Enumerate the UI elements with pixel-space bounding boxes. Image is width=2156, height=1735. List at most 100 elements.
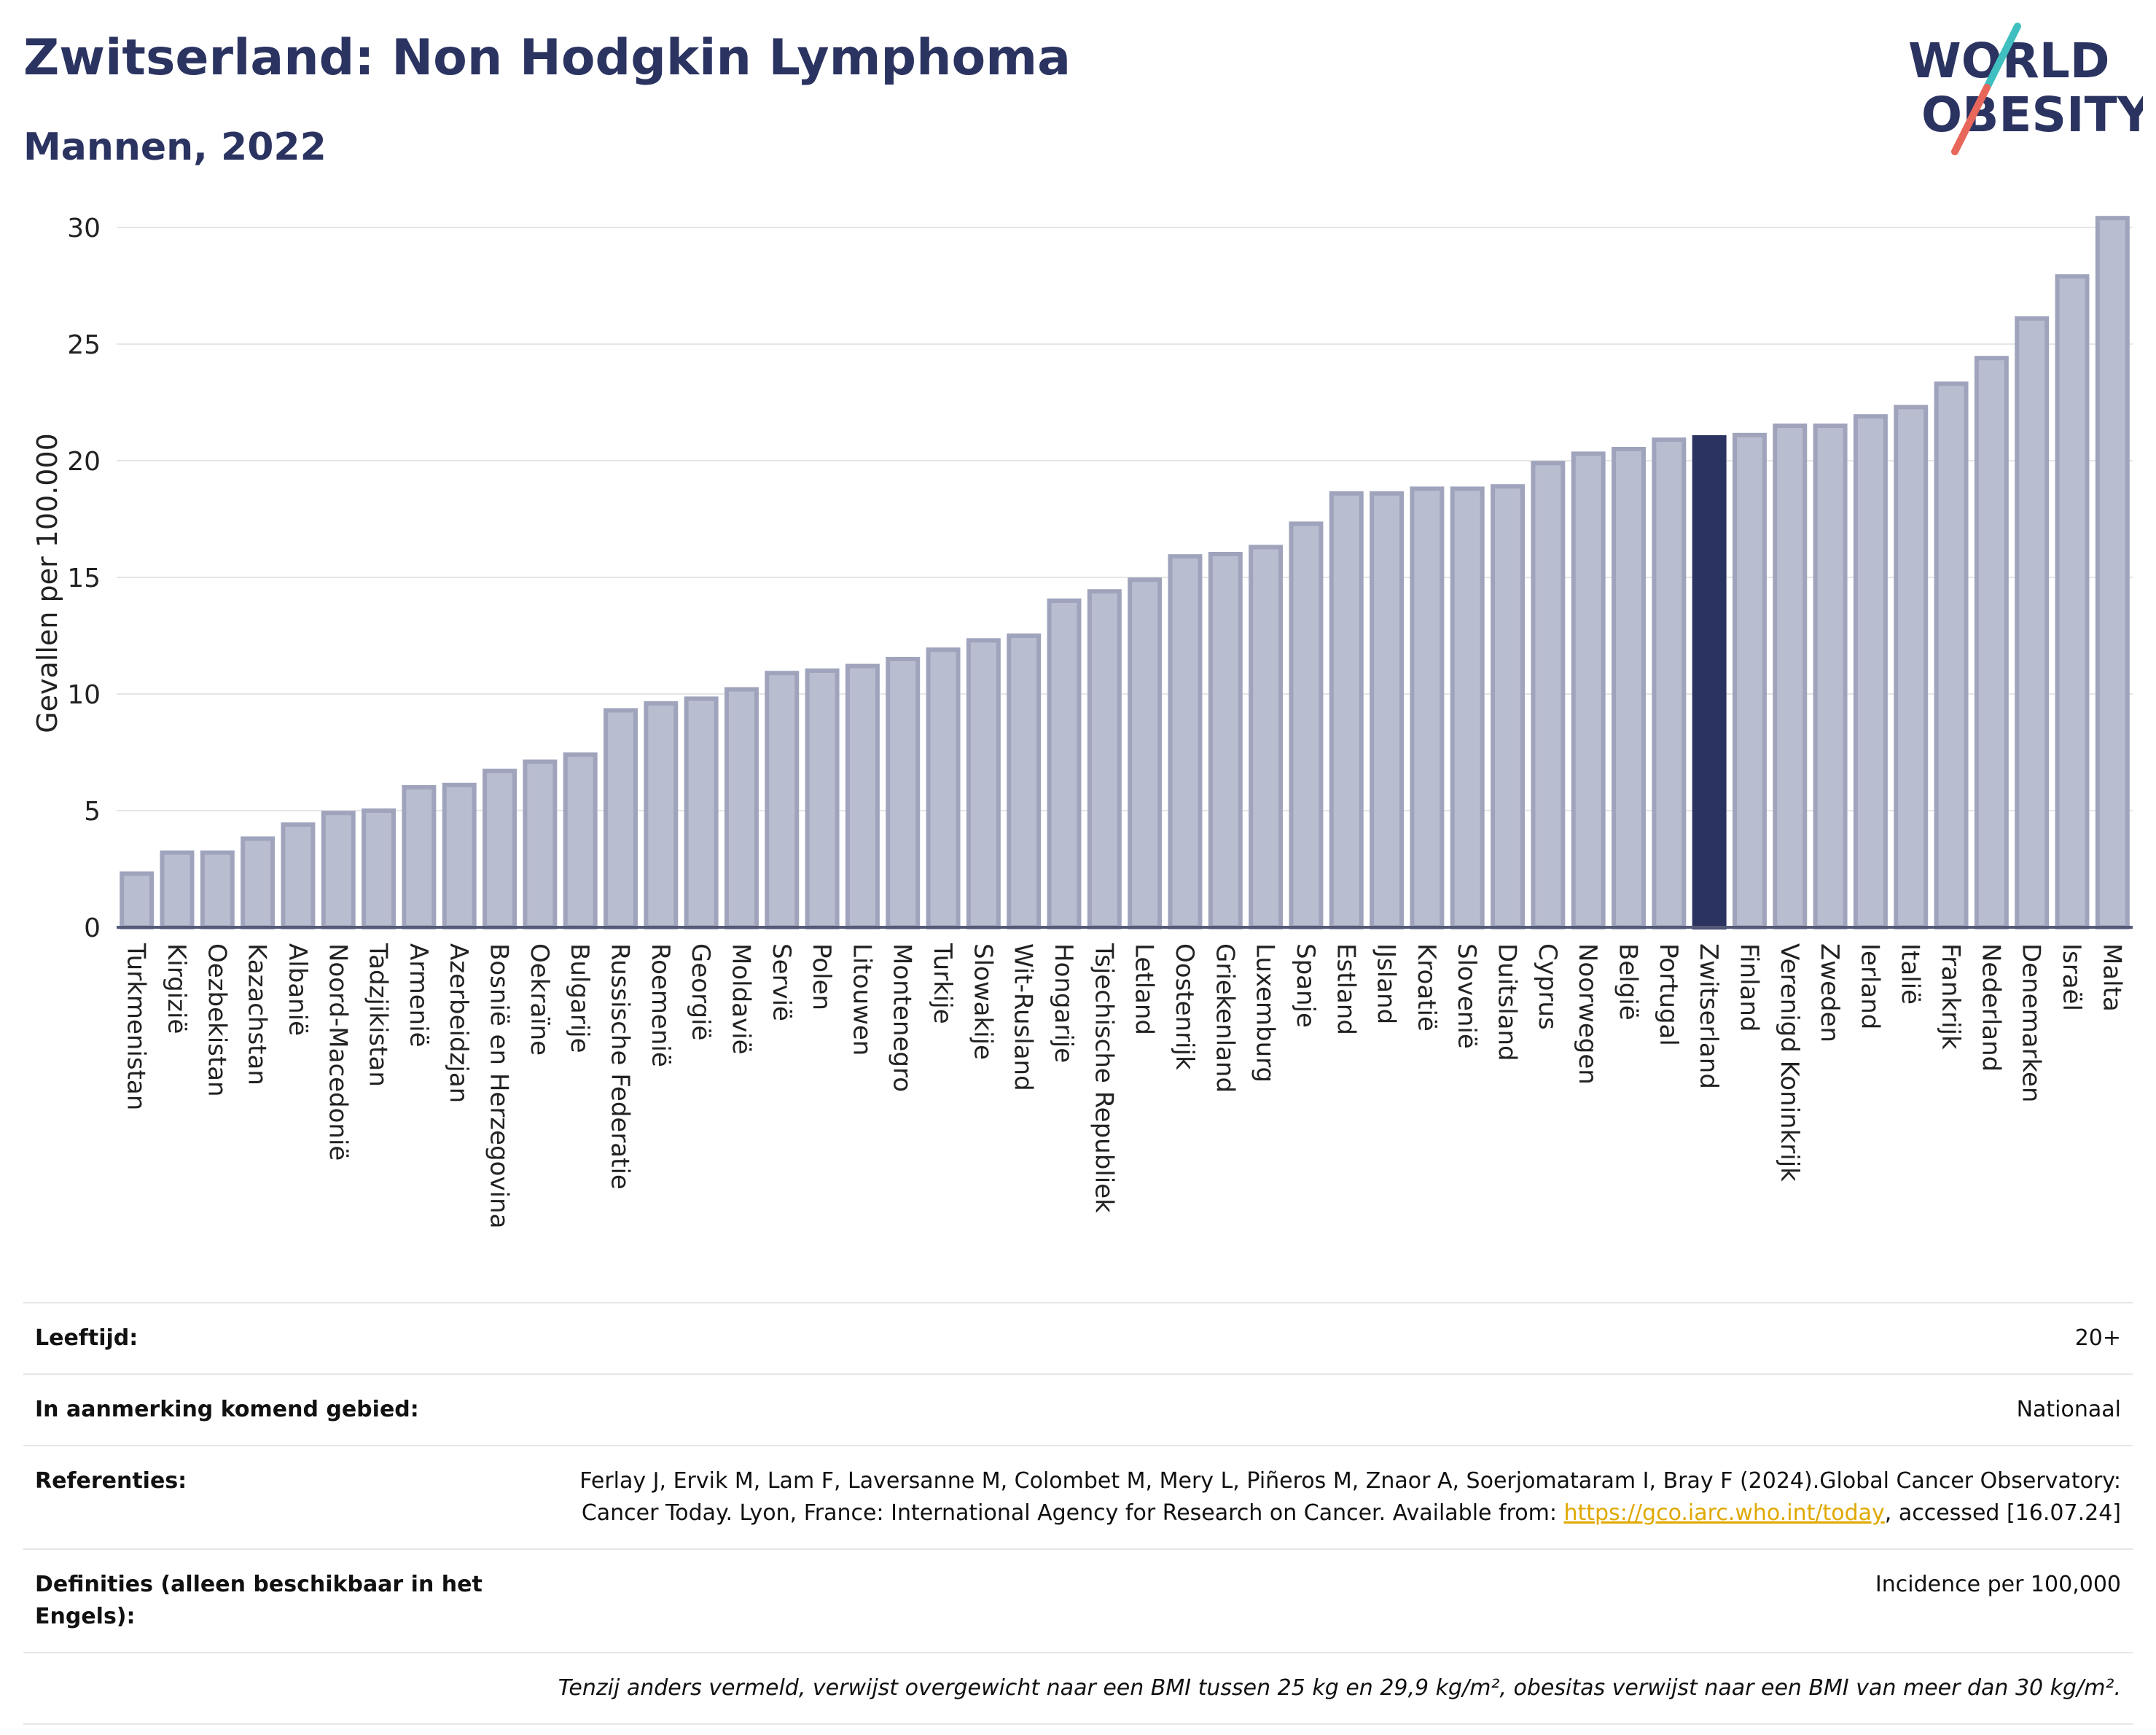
bar xyxy=(321,811,356,929)
x-tick-label: Estland xyxy=(1331,943,1360,1035)
y-tick-label: 0 xyxy=(84,913,101,943)
x-tick-label: Oostenrijk xyxy=(1170,943,1199,1070)
x-axis-labels: Turkmenistan Kirgizië Oezbekistan Kazachsta… xyxy=(122,943,2127,1228)
x-tick-label: Polen xyxy=(807,943,836,1010)
bar xyxy=(926,647,961,929)
x-tick-label: Nederland xyxy=(1976,943,2005,1072)
bar xyxy=(1974,356,2009,929)
bar xyxy=(483,768,517,929)
x-tick-label: Montenegro xyxy=(888,943,917,1092)
logo-line2: OBESITY xyxy=(1921,87,2143,143)
bar xyxy=(1612,447,1646,929)
y-axis-ticks: 0 5 10 15 20 25 30 xyxy=(67,214,101,943)
bar xyxy=(1571,451,1606,929)
bar xyxy=(442,782,477,930)
x-tick-label: Georgië xyxy=(686,943,715,1040)
bar xyxy=(1370,491,1405,929)
bar xyxy=(1168,554,1203,929)
x-tick-label: Cyprus xyxy=(1533,943,1562,1030)
x-tick-label: Wit-Rusland xyxy=(1009,943,1038,1091)
bar xyxy=(724,687,759,929)
info-value: Nationaal xyxy=(513,1373,2133,1446)
x-tick-label: Kazachstan xyxy=(243,943,272,1085)
bar xyxy=(362,808,397,929)
x-tick-label: Slowakije xyxy=(968,943,997,1060)
x-tick-label: Tadzjikistan xyxy=(364,943,393,1087)
x-tick-label: België xyxy=(1614,943,1643,1021)
x-tick-label: Portugal xyxy=(1654,943,1683,1046)
x-tick-label: Slovenië xyxy=(1452,943,1481,1049)
bar xyxy=(1853,414,1888,929)
x-tick-label: Armenië xyxy=(404,943,433,1048)
bar-chart: 0 5 10 15 20 25 30 Turkmenistan Kirgizië Oezbeki… xyxy=(31,214,2133,1228)
reference-accessed: , accessed [16.07.24] xyxy=(1884,1500,2121,1526)
bar xyxy=(1128,577,1163,929)
bar xyxy=(281,822,316,929)
bar xyxy=(644,701,679,929)
bar xyxy=(2055,274,2090,929)
x-tick-label: Hongarije xyxy=(1049,943,1078,1063)
x-tick-label: Zweden xyxy=(1815,943,1844,1042)
bar xyxy=(1208,552,1243,929)
footnote: Tenzij anders vermeld, verwijst overgewi… xyxy=(23,1652,2133,1725)
world-obesity-logo: WORLD OBESITY xyxy=(1908,23,2143,155)
x-tick-label: Oekraïne xyxy=(525,943,554,1056)
bar xyxy=(120,871,155,930)
x-tick-label: Azerbeidzjan xyxy=(444,943,473,1103)
info-key: Leeftijd: xyxy=(23,1302,513,1374)
bar xyxy=(160,850,195,929)
bar xyxy=(241,836,276,930)
bar xyxy=(1007,633,1042,929)
x-tick-label: Oezbekistan xyxy=(202,943,231,1097)
info-row-note: Tenzij anders vermeld, verwijst overgewi… xyxy=(23,1652,2133,1725)
bar xyxy=(402,785,437,929)
x-tick-label: Noord-Macedonië xyxy=(323,943,352,1161)
x-tick-label: Russische Federatie xyxy=(606,943,635,1190)
info-key: In aanmerking komend gebied: xyxy=(23,1373,513,1446)
y-tick-label: 15 xyxy=(67,564,101,593)
y-tick-label: 10 xyxy=(67,680,101,710)
bar xyxy=(1491,484,1526,929)
x-tick-label: Letland xyxy=(1130,943,1159,1035)
bar xyxy=(1773,424,1808,929)
bar xyxy=(684,696,719,930)
bars xyxy=(120,216,2130,930)
x-tick-label: Spanje xyxy=(1291,943,1320,1028)
x-tick-label: Kroatië xyxy=(1412,943,1441,1032)
info-value: Ferlay J, Ervik M, Lam F, Laversanne M, … xyxy=(513,1445,2133,1549)
reference-text: Ferlay J, Ervik M, Lam F, Laversanne M, … xyxy=(579,1468,2121,1526)
bar xyxy=(1531,461,1566,929)
info-row-area: In aanmerking komend gebied: Nationaal xyxy=(23,1373,2133,1446)
info-value: Incidence per 100,000 xyxy=(513,1548,2133,1653)
x-tick-label: Denemarken xyxy=(2017,943,2046,1102)
bar xyxy=(563,752,598,929)
x-tick-label: Griekenland xyxy=(1210,943,1239,1093)
info-row-references: Referenties: Ferlay J, Ervik M, Lam F, L… xyxy=(23,1445,2133,1549)
bar xyxy=(1934,381,1969,929)
chart-title: Zwitserland: Non Hodgkin Lymphoma xyxy=(23,29,1071,87)
y-tick-label: 30 xyxy=(67,214,101,243)
bar xyxy=(886,657,921,929)
x-tick-label: Finland xyxy=(1734,943,1763,1032)
x-tick-label: Tsjechische Republiek xyxy=(1089,943,1118,1213)
reference-link[interactable]: https://gco.iarc.who.int/today xyxy=(1563,1500,1885,1526)
x-tick-label: Italië xyxy=(1896,943,1925,1005)
bar xyxy=(1894,405,1929,929)
x-tick-label: Bosnië en Herzegovina xyxy=(485,943,514,1228)
info-row-age: Leeftijd: 20+ xyxy=(23,1302,2133,1374)
x-tick-label: Turkmenistan xyxy=(122,943,151,1110)
x-tick-label: Zwitserland xyxy=(1694,943,1723,1089)
bar xyxy=(200,850,235,929)
bar xyxy=(523,759,558,930)
y-tick-label: 25 xyxy=(67,330,101,360)
x-tick-label: Servië xyxy=(767,943,796,1021)
bar xyxy=(604,708,638,930)
bar xyxy=(2095,216,2130,929)
info-value: 20+ xyxy=(513,1302,2133,1374)
y-tick-label: 20 xyxy=(67,447,101,477)
bar xyxy=(1732,432,1767,929)
info-key: Definities (alleen beschikbaar in het En… xyxy=(23,1548,513,1653)
y-tick-label: 5 xyxy=(84,797,101,827)
x-tick-label: Noorwegen xyxy=(1573,943,1602,1085)
x-tick-label: Ierland xyxy=(1855,943,1884,1029)
